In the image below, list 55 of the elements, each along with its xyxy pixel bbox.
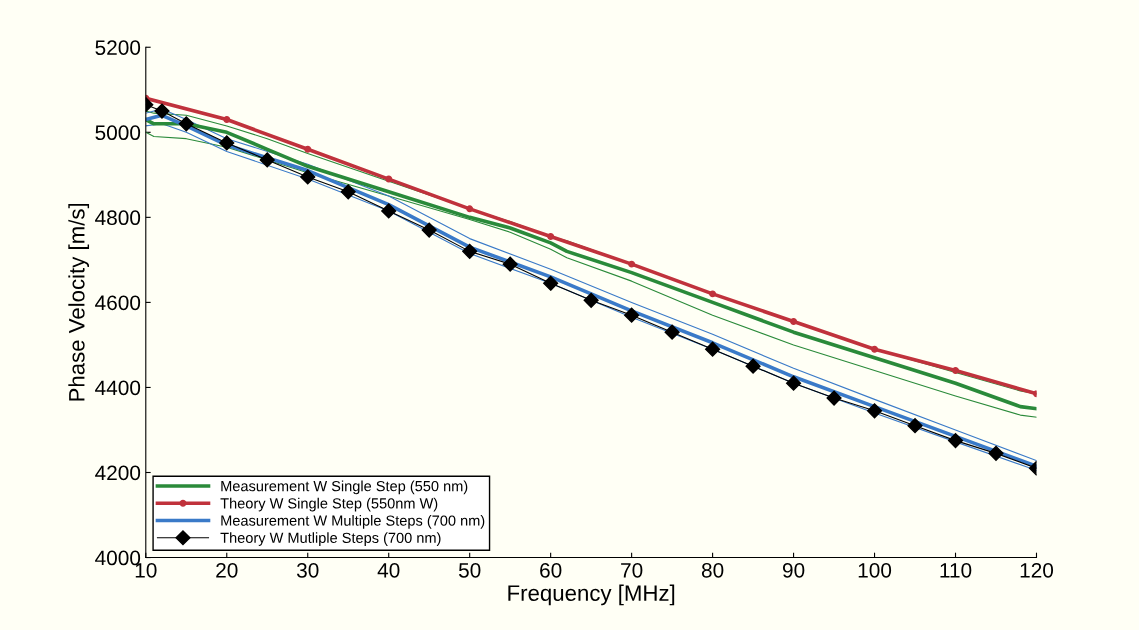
y-tick-label: 4600 [95,295,141,311]
x-tick-label: 110 [940,562,972,578]
point [385,175,393,183]
legend-label: Measurement W Single Step (550 nm) [221,480,468,495]
point [826,390,842,406]
x-tick-label: 70 [621,562,643,578]
point [462,243,478,259]
point [502,256,518,272]
point [547,233,555,240]
x-tick-label: 30 [296,562,319,578]
legend-label: Theory W Mutliple Steps (700 nm) [220,532,441,546]
point [988,445,1004,461]
point [907,418,923,434]
x-tick-label: 80 [701,562,724,578]
point [745,358,761,374]
y-tick-label: 5000 [95,125,141,141]
point [871,345,879,353]
legend-label: Measurement W Multiple Steps (700 nm) [221,515,485,529]
point [583,292,599,308]
point [178,116,194,132]
y-tick-label: 4800 [95,210,141,226]
x-tick-label: 100 [858,562,892,578]
point [705,341,721,357]
point [421,222,437,238]
point [709,290,717,298]
point [340,184,356,200]
point [790,318,798,326]
x-tick-label: 120 [1020,562,1054,578]
y-tick-label: 5200 [95,40,141,55]
x-tick-label: 40 [377,562,400,578]
point [223,116,231,124]
point [543,275,559,291]
y-axis-title: Phase Velocity [m/s] [68,203,90,401]
point [300,169,316,185]
point [219,135,235,151]
point [947,433,964,449]
x-tick-label: 90 [782,562,805,578]
point [866,403,883,419]
x-axis-title: Frequency [MHz] [508,584,675,606]
point [624,307,640,323]
y-tick-label: 4400 [95,380,141,396]
y-tick-label: 4200 [95,465,141,481]
point [628,260,636,268]
point [786,375,802,391]
point [952,366,959,374]
point [259,152,275,168]
point [381,203,397,219]
x-tick-label: 20 [216,562,238,578]
x-tick-label: 60 [540,562,562,578]
point [154,103,170,119]
legend-label: Theory W Single Step (550nm W) [220,497,438,512]
point [466,205,474,213]
point [304,145,312,153]
point [664,324,680,340]
x-tick-label: 50 [458,562,481,578]
